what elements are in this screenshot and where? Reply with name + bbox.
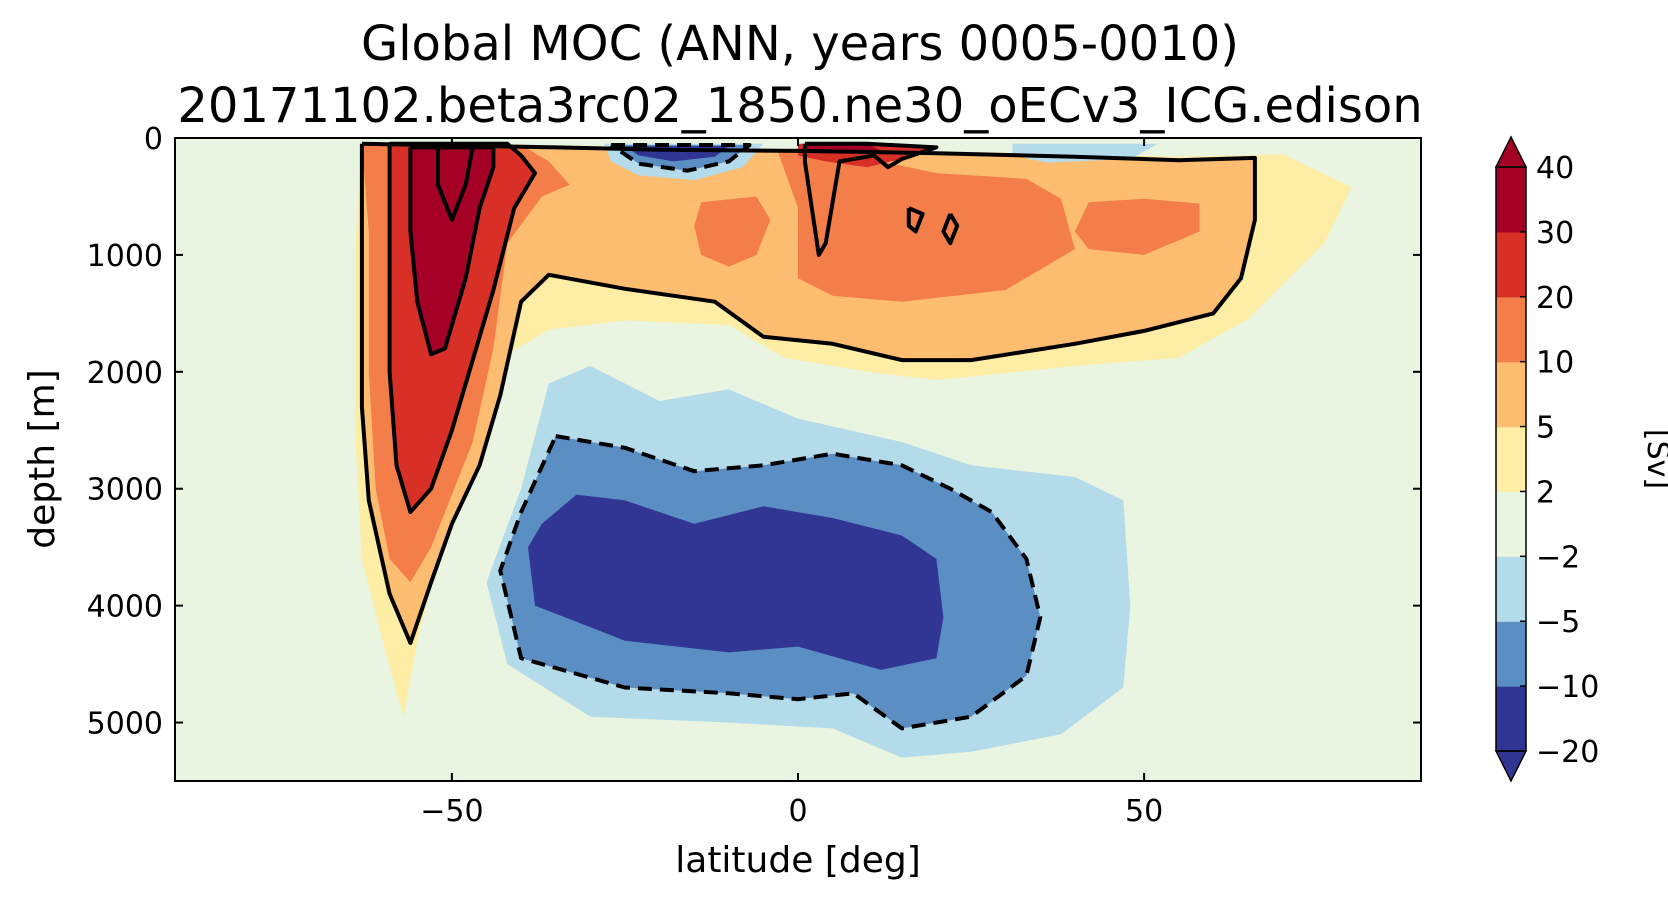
colorbar-segment [1496, 621, 1526, 687]
colorbar-tick-label: 10 [1536, 346, 1574, 381]
colorbar-tick-label: 2 [1536, 475, 1555, 510]
contour-region-upper-cell-10c [1074, 198, 1200, 255]
y-axis-label: depth [m] [22, 369, 63, 548]
contour-line-1 [387, 141, 537, 515]
colorbar-tick-label: 30 [1536, 216, 1574, 251]
colorbar-segment [1496, 556, 1526, 622]
contour-line-6 [941, 212, 960, 246]
chart-title: Global MOC (ANN, years 0005-0010) [361, 16, 1239, 72]
colorbar-segment [1496, 231, 1526, 298]
colorbar-tick-label: 40 [1536, 151, 1574, 186]
y-tick-label: 5000 [87, 707, 163, 742]
chart-subtitle: 20171102.beta3rc02_1850.ne30_oECv3_ICG.e… [177, 78, 1422, 134]
colorbar-tick-label: −2 [1536, 540, 1580, 575]
contour-line-layer [359, 141, 1257, 731]
colorbar-label: [Sv] [1640, 429, 1668, 489]
x-tick-label: −50 [420, 794, 483, 829]
colorbar: −20 −10 −5 −2 2 5 10 20 30 40 [1494, 135, 1599, 783]
colorbar-extend-top [1494, 135, 1528, 168]
contour-region-upper-cell-30 [410, 147, 494, 355]
contour-line-8 [498, 434, 1043, 731]
contour-region-abyssal-10 [528, 494, 944, 670]
colorbar-segment [1496, 361, 1526, 428]
contour-line-3 [436, 145, 475, 222]
colorbar-segment [1496, 491, 1526, 557]
colorbar-frame [1495, 166, 1527, 752]
contour-line-0 [359, 141, 1257, 645]
contour-line-2 [408, 145, 496, 357]
colorbar-tick-label: −5 [1536, 605, 1580, 640]
colorbar-segment [1496, 686, 1526, 752]
contour-region-upper-cell-10d [694, 196, 771, 267]
y-tick-label: 0 [144, 122, 163, 157]
contour-region-upper-cell-10b [777, 149, 1075, 302]
colorbar-segment [1496, 167, 1526, 233]
y-tick-label: 1000 [87, 239, 163, 274]
colorbar-tick-label: 5 [1536, 411, 1555, 446]
x-axis-label: latitude [deg] [675, 840, 921, 881]
y-tick-label: 3000 [87, 473, 163, 508]
colorbar-tick-label: 20 [1536, 281, 1574, 316]
colorbar-extend-bottom [1494, 750, 1528, 783]
x-tick-label: 0 [788, 794, 807, 829]
contour-line-4 [802, 141, 939, 257]
y-tick-label: 2000 [87, 356, 163, 391]
colorbar-segment [1496, 296, 1526, 363]
contour-line-7 [609, 143, 752, 173]
colorbar-tick-label: −10 [1536, 670, 1599, 705]
colorbar-segment [1496, 426, 1526, 493]
x-tick-label: 50 [1125, 794, 1163, 829]
y-tick-label: 4000 [87, 590, 163, 625]
contour-line-5 [906, 206, 925, 234]
colorbar-tick-label: −20 [1536, 735, 1599, 770]
